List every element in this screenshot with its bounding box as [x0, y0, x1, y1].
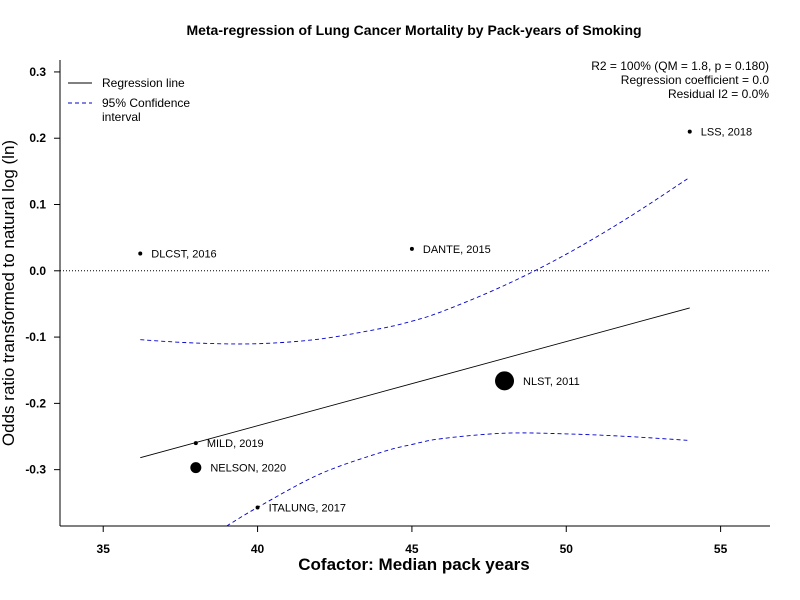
- data-point: [138, 251, 143, 256]
- data-points: DLCST, 2016 DANTE, 2015 LSS, 2018 NLST, 201…: [138, 127, 752, 514]
- y-tick-label: -0.2: [25, 396, 46, 410]
- y-tick-label: 0.2: [29, 131, 46, 145]
- legend-label: Regression line: [102, 76, 185, 90]
- x-axis-label: Cofactor: Median pack years: [298, 555, 529, 574]
- point-label: MILD, 2019: [207, 438, 264, 450]
- legend-label: interval: [102, 110, 141, 124]
- y-tick-label: 0.0: [29, 264, 46, 278]
- regression-line: [140, 307, 690, 459]
- data-point: [193, 441, 198, 446]
- series: [140, 176, 690, 527]
- x-tick-label: 40: [251, 542, 265, 556]
- x-tick-label: 35: [97, 542, 111, 556]
- data-point: [409, 246, 414, 251]
- legend-label: 95% Confidence: [102, 96, 190, 110]
- point-label: NELSON, 2020: [210, 463, 286, 475]
- chart-title: Meta-regression of Lung Cancer Mortality…: [186, 22, 641, 38]
- point-label: DANTE, 2015: [423, 244, 491, 256]
- data-point: [495, 371, 515, 391]
- data-point: [687, 129, 692, 134]
- y-axis-label: Odds ratio transformed to natural log (l…: [0, 140, 18, 446]
- data-point: [190, 462, 202, 474]
- point-label: NLST, 2011: [523, 376, 580, 388]
- x-tick-label: 50: [560, 542, 574, 556]
- point-label: LSS, 2018: [701, 127, 752, 139]
- axes: 35 40 45 50 55 -0.3 -0.2 -0.1 0.0 0.1 0.2 0.3: [25, 60, 770, 556]
- y-tick-label: -0.1: [25, 330, 46, 344]
- stats-line: Regression coefficient = 0.0: [621, 73, 770, 87]
- x-tick-label: 55: [714, 542, 728, 556]
- x-tick-label: 45: [405, 542, 419, 556]
- ci-lower-line: [226, 432, 690, 527]
- stats-line: R2 = 100% (QM = 1.8, p = 0.180): [591, 59, 769, 73]
- ci-upper-line: [140, 176, 690, 345]
- y-tick-label: -0.3: [25, 463, 46, 477]
- stats-box: R2 = 100% (QM = 1.8, p = 0.180)Regressio…: [591, 59, 769, 101]
- y-tick-label: 0.1: [29, 198, 46, 212]
- stats-line: Residual I2 = 0.0%: [668, 87, 769, 101]
- data-point: [255, 505, 260, 510]
- y-tick-label: 0.3: [29, 65, 46, 79]
- point-label: DLCST, 2016: [151, 249, 216, 261]
- point-label: ITALUNG, 2017: [269, 502, 346, 514]
